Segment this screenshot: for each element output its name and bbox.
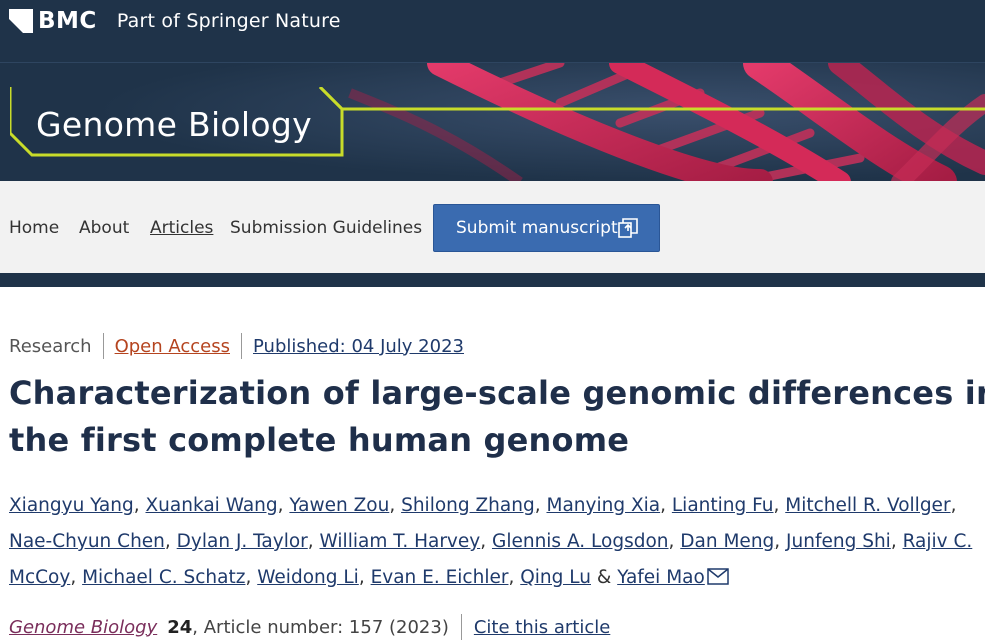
- submit-manuscript-label: Submit manuscript: [456, 218, 618, 238]
- author-link[interactable]: Shilong Zhang: [401, 495, 535, 516]
- springer-tagline: Part of Springer Nature: [116, 10, 341, 32]
- article-number: , Article number: 157 (2023): [192, 616, 449, 638]
- article-type: Research: [9, 335, 92, 357]
- external-upload-icon: [618, 218, 638, 238]
- bmc-logo-icon: [9, 9, 33, 33]
- author-link[interactable]: Michael C. Schatz: [82, 567, 246, 588]
- author-link[interactable]: Xuankai Wang: [145, 495, 278, 516]
- volume: 24: [167, 616, 193, 638]
- author-link[interactable]: Qing Lu: [520, 567, 591, 588]
- journal-title[interactable]: Genome Biology: [36, 105, 312, 144]
- author-link[interactable]: Yafei Mao: [617, 567, 705, 588]
- author-link[interactable]: Yawen Zou: [289, 495, 390, 516]
- bmc-brand: BMC: [38, 8, 97, 34]
- nav-item-home[interactable]: Home: [9, 218, 60, 238]
- author-link[interactable]: Evan E. Eichler: [370, 567, 509, 588]
- meta-divider: [102, 333, 104, 359]
- author-link[interactable]: Nae-Chyun Chen: [9, 531, 165, 552]
- author-link[interactable]: Dylan J. Taylor: [176, 531, 308, 552]
- meta-divider: [241, 333, 242, 359]
- journal-ref-link[interactable]: Genome Biology: [9, 616, 158, 638]
- author-link[interactable]: Rajiv C. McCoy: [9, 531, 973, 588]
- article-meta: Research Open Access Published: 04 July …: [9, 333, 464, 359]
- cite-this-article-link[interactable]: Cite this article: [473, 616, 611, 638]
- email-icon[interactable]: [707, 568, 729, 585]
- nav-item-articles[interactable]: Articles: [150, 218, 214, 238]
- article-title-line1: Characterization of large-scale genomic …: [9, 374, 985, 412]
- author-link[interactable]: Weidong Li: [257, 567, 359, 588]
- journal-nav: Home About Articles Submission Guideline…: [0, 181, 985, 273]
- banner-accent-line: [344, 107, 985, 111]
- article-title-line2: the first complete human genome: [9, 421, 630, 459]
- nav-bottom-border: [0, 273, 985, 287]
- journal-title-frame: [10, 87, 344, 157]
- top-bar: BMC Part of Springer Nature: [0, 0, 985, 62]
- submit-manuscript-button[interactable]: Submit manuscript: [433, 204, 660, 252]
- author-link[interactable]: William T. Harvey: [319, 531, 481, 552]
- author-link[interactable]: Xiangyu Yang: [9, 495, 134, 516]
- author-link[interactable]: Mitchell R. Vollger: [785, 495, 951, 516]
- author-link[interactable]: Manying Xia: [546, 495, 661, 516]
- nav-item-about[interactable]: About: [79, 218, 130, 238]
- author-link[interactable]: Dan Meng: [680, 531, 775, 552]
- bmc-logo[interactable]: BMC Part of Springer Nature: [9, 8, 341, 34]
- author-list: Xiangyu Yang, Xuankai Wang, Yawen Zou, S…: [9, 495, 973, 588]
- open-access-link[interactable]: Open Access: [114, 335, 230, 357]
- author-link[interactable]: Glennis A. Logsdon: [491, 531, 669, 552]
- citation-divider: [460, 614, 462, 640]
- author-link[interactable]: Junfeng Shi: [786, 531, 891, 552]
- journal-banner: Genome Biology: [0, 62, 985, 181]
- citation-line: Genome Biology 24 , Article number: 157 …: [9, 614, 610, 640]
- nav-item-submission-guidelines[interactable]: Submission Guidelines: [230, 218, 423, 238]
- article-title: Characterization of large-scale genomic …: [9, 370, 985, 464]
- published-date-link[interactable]: Published: 04 July 2023: [253, 335, 464, 357]
- author-link[interactable]: Lianting Fu: [671, 495, 774, 516]
